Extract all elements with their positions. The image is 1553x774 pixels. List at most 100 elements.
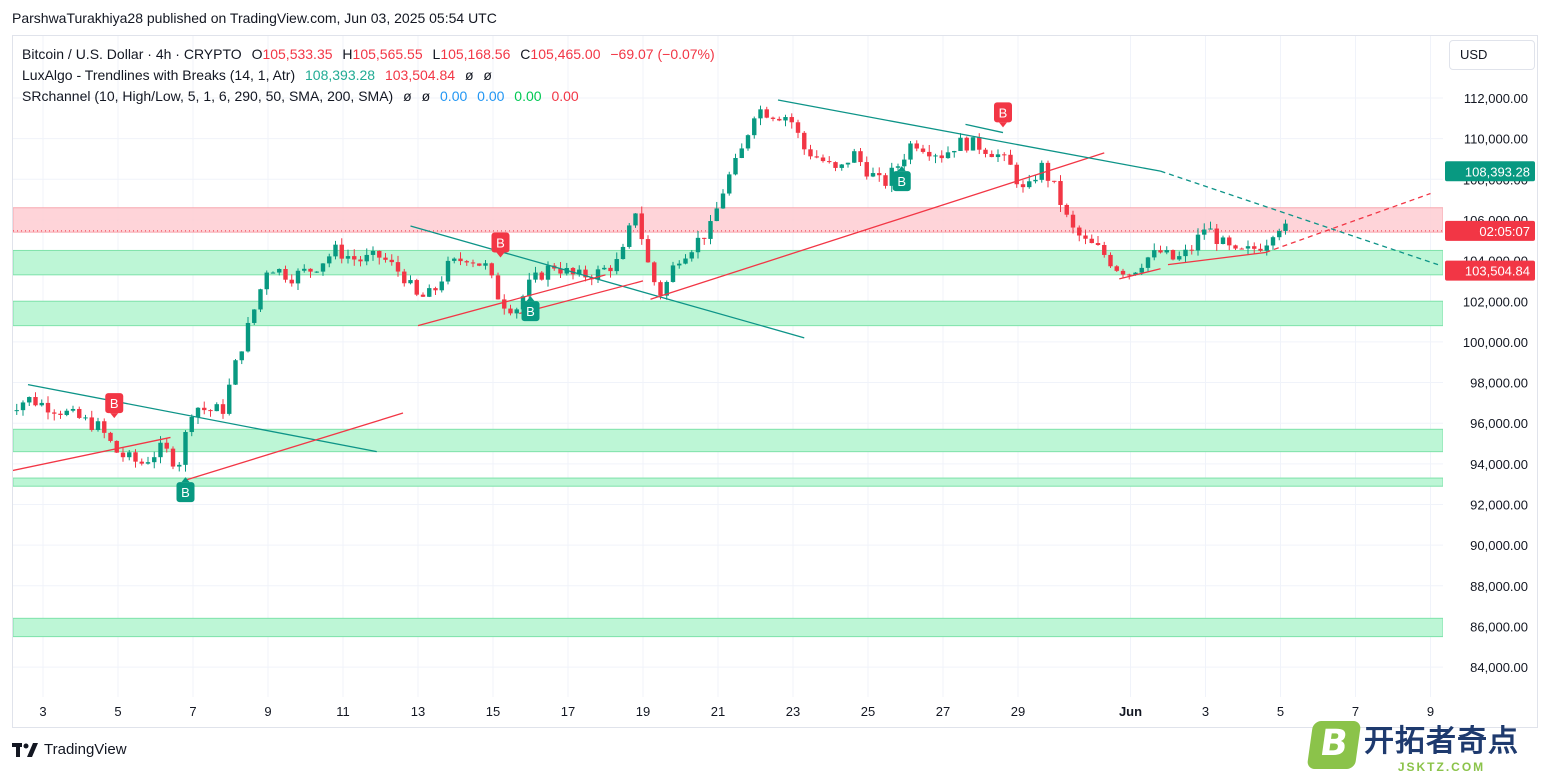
candle-body (96, 421, 100, 430)
candle-body (2, 410, 6, 413)
candle-body (733, 158, 737, 174)
legend-indicator-srchannel[interactable]: SRchannel (10, High/Low, 5, 1, 6, 290, 5… (22, 86, 721, 107)
candle-body (852, 151, 856, 163)
x-tick-label: Jun (1119, 704, 1142, 719)
candle-body (858, 151, 862, 162)
candle-body (533, 273, 537, 280)
candle-body (1152, 250, 1156, 257)
candle-body (8, 410, 12, 411)
candle-body (346, 256, 350, 259)
candle-body (271, 273, 275, 274)
candle-body (658, 282, 662, 295)
ohlc-close: C105,465.00 (520, 46, 600, 62)
y-tick-label: 88,000.00 (1470, 579, 1528, 594)
candle-body (246, 323, 250, 351)
watermark-cn: 开拓者奇点 (1364, 716, 1519, 760)
candle-body (1196, 235, 1200, 251)
candle-body (765, 109, 769, 117)
candle-body (977, 137, 981, 149)
indicator-value: ø (465, 67, 474, 83)
candle-body (958, 138, 962, 151)
candle-body (21, 402, 25, 410)
candle-body (365, 255, 369, 261)
candle-body (740, 148, 744, 158)
candle-body (1065, 205, 1069, 215)
candle-body (46, 403, 50, 413)
candle-body (77, 409, 81, 418)
candle-body (458, 259, 462, 261)
candle-body (715, 208, 719, 221)
candle-body (296, 271, 300, 284)
candle-body (477, 263, 481, 265)
candle-body (1071, 215, 1075, 228)
close-label: C (520, 46, 530, 62)
y-tick-label: 112,000.00 (1464, 91, 1528, 106)
candle-body (940, 155, 944, 158)
candle-body (1083, 236, 1087, 239)
candle-body (65, 411, 69, 415)
open-label: O (252, 46, 263, 62)
candle-body (1215, 229, 1219, 244)
candle-body (1246, 246, 1250, 248)
candle-body (433, 288, 437, 290)
x-tick-label: 7 (189, 704, 196, 719)
watermark-letter: B (1317, 723, 1350, 764)
candle-body (1271, 237, 1275, 245)
ohlc-low: L105,168.56 (433, 46, 511, 62)
candle-body (221, 404, 225, 414)
open-value: 105,533.35 (262, 46, 332, 62)
indicator-name[interactable]: SRchannel (10, High/Low, 5, 1, 6, 290, 5… (22, 88, 393, 104)
candle-body (508, 309, 512, 314)
candle-body (496, 275, 500, 299)
candle-body (627, 225, 631, 247)
break-signal-label: B (181, 485, 190, 500)
candle-body (633, 213, 637, 225)
candle-body (1165, 250, 1169, 252)
candle-body (177, 465, 181, 467)
candle-body (452, 259, 456, 261)
candle-body (127, 452, 131, 457)
tradingview-logo[interactable]: TradingView (12, 741, 127, 758)
candle-body (15, 410, 19, 411)
plot-area: BBBBBB (2, 36, 1443, 697)
candle-body (415, 280, 419, 295)
candle-body (1002, 154, 1006, 155)
candle-body (383, 258, 387, 260)
candle-body (115, 441, 119, 453)
candle-body (971, 137, 975, 150)
candle-body (933, 155, 937, 156)
support-zone (13, 429, 1443, 451)
legend-symbol-row[interactable]: Bitcoin / U.S. Dollar · 4h · CRYPTO O105… (22, 44, 721, 65)
candle-body (746, 135, 750, 148)
candle-body (946, 152, 950, 158)
currency-selector[interactable]: USD (1449, 40, 1535, 70)
candle-body (808, 149, 812, 156)
symbol-name[interactable]: Bitcoin / U.S. Dollar · 4h · CRYPTO (22, 46, 242, 62)
break-signal-pointer (527, 296, 535, 301)
candle-body (515, 309, 519, 313)
candle-body (983, 150, 987, 154)
legend-indicator-luxalgo[interactable]: LuxAlgo - Trendlines with Breaks (14, 1,… (22, 65, 721, 86)
candle-body (677, 264, 681, 266)
candle-body (908, 143, 912, 159)
candle-body (796, 122, 800, 133)
candle-body (1171, 250, 1175, 259)
indicator-name[interactable]: LuxAlgo - Trendlines with Breaks (14, 1,… (22, 67, 295, 83)
break-signal-label: B (526, 304, 535, 319)
candle-body (358, 259, 362, 261)
candle-body (1058, 181, 1062, 205)
candle-body (308, 269, 312, 272)
legend: Bitcoin / U.S. Dollar · 4h · CRYPTO O105… (22, 44, 721, 107)
ohlc-high: H105,565.55 (342, 46, 422, 62)
candle-body (483, 263, 487, 265)
high-label: H (342, 46, 352, 62)
candle-body (1277, 231, 1281, 237)
candle-body (727, 174, 731, 193)
candle-body (833, 162, 837, 168)
candle-body (152, 457, 156, 462)
candle-body (390, 260, 394, 262)
candle-body (58, 414, 62, 415)
candle-body (33, 397, 37, 405)
candle-body (171, 449, 175, 467)
